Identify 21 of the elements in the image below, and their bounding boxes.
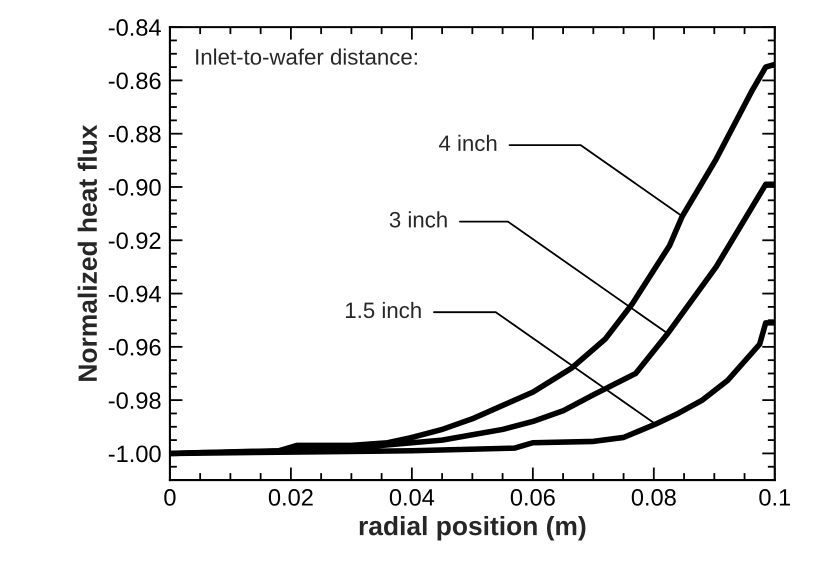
x-tick-label: 0 bbox=[164, 489, 176, 506]
x-axis-title: radial position (m) bbox=[360, 516, 586, 541]
y-tick-label: -0.94 bbox=[108, 286, 161, 302]
annotation: 1.5 inch bbox=[346, 302, 421, 318]
x-tick-label: 0.1 bbox=[759, 489, 790, 506]
y-tick-label: -0.98 bbox=[108, 392, 161, 409]
y-tick-label: -0.88 bbox=[108, 126, 161, 142]
x-tick-label: 0.04 bbox=[390, 489, 434, 506]
annotation: Inlet-to-wafer distance: bbox=[196, 48, 417, 65]
annotation: 3 inch bbox=[390, 211, 447, 228]
y-tick-label: -1.00 bbox=[108, 445, 161, 462]
x-tick-label: 0.08 bbox=[632, 489, 676, 506]
y-axis-title: Normalized heat flux bbox=[78, 124, 97, 381]
y-tick-label: -0.84 bbox=[108, 19, 161, 36]
y-tick-label: -0.86 bbox=[108, 72, 161, 90]
annotation: 4 inch bbox=[438, 134, 496, 152]
x-tick-label: 0.06 bbox=[510, 489, 555, 506]
x-tick-label: 0.02 bbox=[268, 489, 313, 506]
y-tick-label: -0.96 bbox=[108, 338, 161, 356]
y-tick-label: -0.90 bbox=[108, 179, 161, 196]
y-tick-label: -0.92 bbox=[108, 232, 160, 250]
